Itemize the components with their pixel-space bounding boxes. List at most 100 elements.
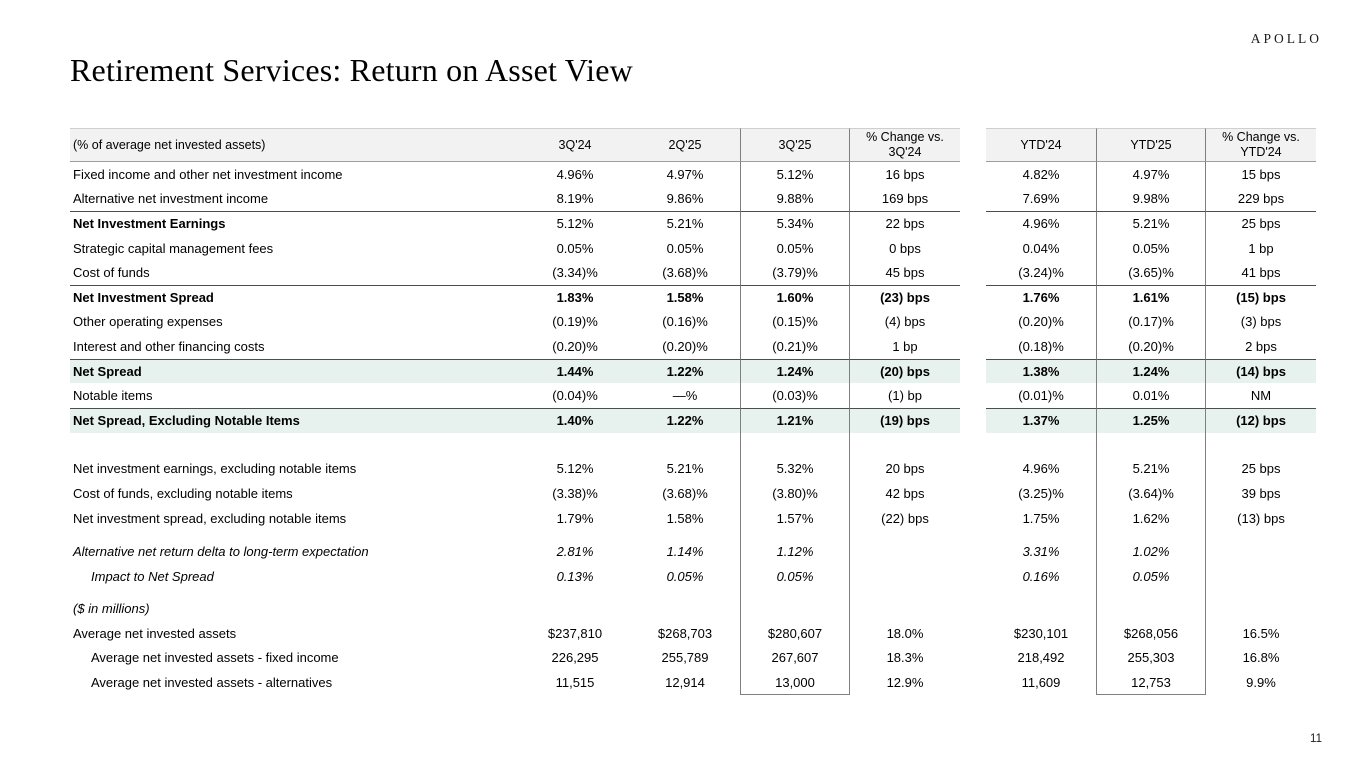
table-row: ($ in millions) [70, 596, 1316, 622]
table-cell [1096, 530, 1206, 540]
column-gap [960, 481, 986, 506]
column-gap [960, 433, 986, 457]
table-cell [740, 588, 850, 597]
table-row: Net Investment Earnings 5.12% 5.21% 5.34% 22… [70, 211, 1316, 236]
table-cell: (0.20)% [662, 338, 708, 354]
table-row: Net Investment Spread 1.83% 1.58% 1.60% (23)… [70, 284, 1316, 310]
table-cell: 11,515 [555, 675, 595, 691]
table-row: Net investment earnings, excluding notab… [70, 456, 1316, 482]
column-gap [960, 408, 986, 433]
column-gap [960, 670, 986, 695]
table-cell: (22) bps [881, 510, 929, 526]
table-cell: (0.17)% [1096, 309, 1206, 335]
table-cell [986, 530, 1096, 539]
table-cell: $280,607 [740, 621, 850, 646]
table-cell: (3.80)% [740, 481, 850, 506]
table-cell [1096, 432, 1206, 457]
table-cell: 1.14% [666, 544, 704, 560]
table-cell: 1.58% [666, 510, 704, 526]
column-header: % Change vs. 3Q'24 [850, 128, 960, 162]
table-cell: —% [672, 388, 698, 404]
row-label: Average net invested assets - fixed inco… [91, 650, 339, 666]
table-cell: 1.57% [740, 505, 850, 531]
table-cell [850, 589, 960, 597]
table-row: Average net invested assets - fixed inco… [70, 645, 1316, 671]
table-cell: 15 bps [1241, 166, 1281, 182]
column-header: 3Q'24 [520, 128, 630, 162]
table-cell: 1.21% [740, 407, 850, 433]
table-cell [520, 530, 630, 539]
table-cell [630, 589, 740, 597]
roa-table: (% of average net invested assets) 3Q'24 2… [70, 128, 1316, 695]
table-cell: $237,810 [547, 625, 603, 641]
table-row: Strategic capital management fees 0.05% 0.… [70, 235, 1316, 261]
table-cell [986, 433, 1096, 457]
table-cell [630, 530, 740, 539]
table-cell: 1 bp [1248, 240, 1274, 256]
row-label: Cost of funds, excluding notable items [73, 485, 293, 501]
column-gap [960, 597, 986, 622]
table-cell: 18.0% [886, 625, 924, 641]
column-header-label: (% of average net invested assets) [70, 128, 520, 162]
table-cell: 5.21% [630, 211, 740, 236]
table-cell [850, 530, 960, 539]
table-cell: (0.18)% [1018, 338, 1064, 354]
table-cell [520, 589, 630, 597]
table-cell: 11,609 [1021, 675, 1061, 691]
table-cell: 255,303 [1096, 645, 1206, 671]
table-cell: (19) bps [850, 407, 960, 433]
column-gap [960, 589, 986, 597]
table-row: Interest and other financing costs (0.20)… [70, 334, 1316, 359]
table-cell: (3.34)% [552, 265, 598, 281]
table-cell [1206, 564, 1316, 589]
table-cell: 9.88% [740, 186, 850, 212]
table-cell: 1.22% [630, 358, 740, 384]
page-title: Retirement Services: Return on Asset Vie… [70, 52, 633, 88]
table-cell: 4.97% [1096, 162, 1206, 187]
table-cell: 0.13% [556, 568, 594, 584]
table-cell [630, 597, 740, 622]
table-cell: 0.05% [556, 240, 594, 256]
table-row: Net Spread 1.44% 1.22% 1.24% (20) bps 1.38% 1.… [70, 358, 1316, 384]
table-cell: $230,101 [1013, 625, 1069, 641]
table-cell [520, 597, 630, 622]
table-cell: 0.05% [666, 240, 704, 256]
table-cell [1206, 433, 1316, 457]
table-cell: 1.79% [556, 510, 594, 526]
table-cell: 1.44% [520, 358, 630, 384]
table-cell [630, 433, 740, 457]
table-cell: 12,753 [1096, 670, 1206, 695]
column-gap [960, 260, 986, 285]
column-gap [960, 564, 986, 589]
row-label: Net Spread [70, 358, 520, 384]
table-row: Net investment spread, excluding notable… [70, 505, 1316, 531]
table-cell [850, 597, 960, 622]
row-label: Net Investment Earnings [70, 211, 520, 236]
column-gap [960, 359, 986, 384]
table-cell: 1.37% [986, 407, 1096, 433]
table-cell: (0.15)% [740, 309, 850, 335]
table-cell: 1.02% [1096, 539, 1206, 564]
table-cell: 4.96% [1022, 461, 1060, 477]
row-label: Alternative net return delta to long-ter… [73, 544, 369, 560]
column-gap [960, 646, 986, 671]
row-label: Interest and other financing costs [73, 338, 265, 354]
table-cell: 22 bps [850, 211, 960, 236]
table-cell: 1.38% [986, 358, 1096, 384]
table-cell [850, 539, 960, 564]
table-cell: 39 bps [1241, 485, 1281, 501]
column-gap [960, 187, 986, 212]
table-row: Other operating expenses (0.19)% (0.16)% (0… [70, 309, 1316, 335]
table-cell: (3.25)% [1018, 485, 1064, 501]
table-cell: (20) bps [850, 358, 960, 384]
table-cell [850, 433, 960, 457]
table-cell: 20 bps [885, 461, 925, 477]
table-cell [1206, 589, 1316, 597]
row-label: Alternative net investment income [73, 191, 269, 207]
table-cell: (0.21)% [740, 334, 850, 359]
table-cell: (3.38)% [552, 485, 598, 501]
table-row: Alternative net return delta to long-ter… [70, 539, 1316, 564]
apollo-logo: APOLLO [1250, 31, 1322, 46]
table-cell: 16.5% [1242, 625, 1280, 641]
table-cell: 0.05% [666, 568, 704, 584]
